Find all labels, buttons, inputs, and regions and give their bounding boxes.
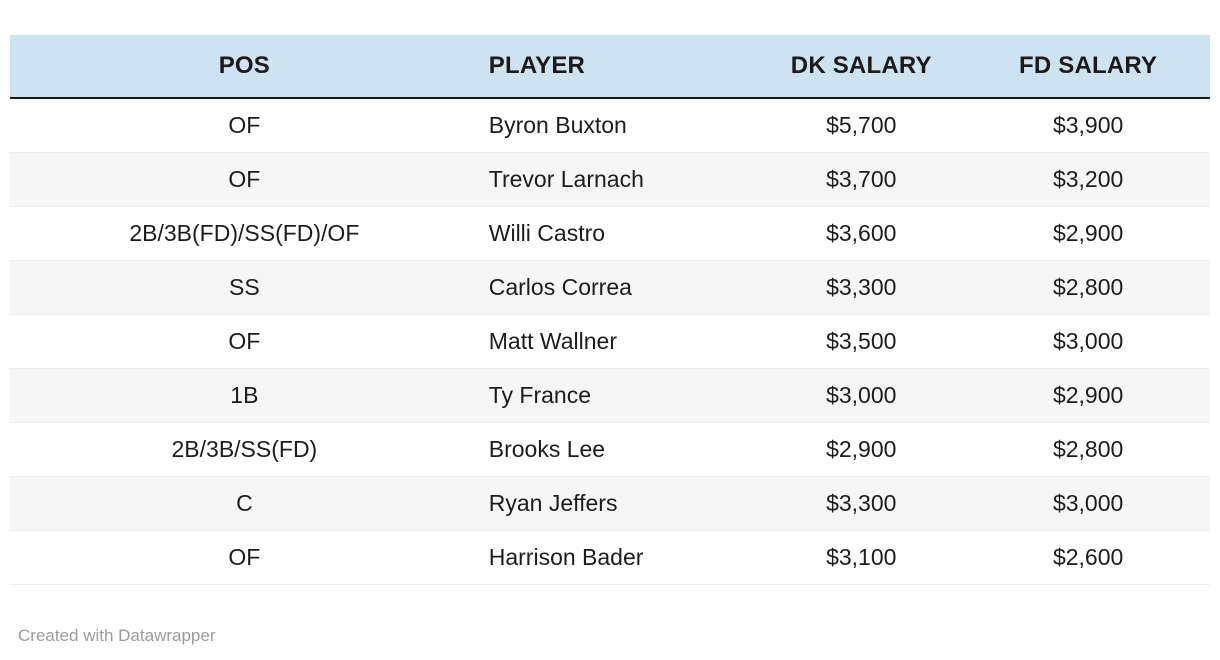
table-row: OF Byron Buxton $5,700 $3,900 (10, 98, 1210, 153)
column-header-player: PLAYER (478, 35, 757, 99)
player-cell: Carlos Correa (478, 260, 757, 315)
pos-cell: C (10, 476, 479, 531)
dk-salary-cell: $3,600 (756, 206, 967, 261)
fd-salary-cell: $3,000 (966, 476, 1210, 531)
dk-salary-cell: $3,300 (756, 476, 967, 531)
dk-salary-cell: $3,500 (756, 314, 967, 369)
table-row: 2B/3B/SS(FD) Brooks Lee $2,900 $2,800 (10, 422, 1210, 477)
column-header-dk-salary: DK SALARY (756, 35, 967, 99)
column-header-fd-salary: FD SALARY (966, 35, 1210, 99)
fd-salary-cell: $2,800 (966, 422, 1210, 477)
table-header-row: POS PLAYER DK SALARY FD SALARY (10, 35, 1210, 99)
table-row: C Ryan Jeffers $3,300 $3,000 (10, 476, 1210, 531)
player-cell: Trevor Larnach (478, 152, 757, 207)
player-salary-table: POS PLAYER DK SALARY FD SALARY OF Byron Buxt… (10, 35, 1210, 585)
player-cell: Ty France (478, 368, 757, 423)
player-cell: Byron Buxton (478, 98, 757, 153)
pos-cell: OF (10, 530, 479, 585)
table-row: OF Trevor Larnach $3,700 $3,200 (10, 152, 1210, 207)
table-row: OF Harrison Bader $3,100 $2,600 (10, 530, 1210, 585)
fd-salary-cell: $3,000 (966, 314, 1210, 369)
dk-salary-cell: $3,300 (756, 260, 967, 315)
fd-salary-cell: $3,200 (966, 152, 1210, 207)
dk-salary-cell: $3,000 (756, 368, 967, 423)
fd-salary-cell: $2,800 (966, 260, 1210, 315)
player-cell: Ryan Jeffers (478, 476, 757, 531)
pos-cell: SS (10, 260, 479, 315)
pos-cell: OF (10, 314, 479, 369)
datawrapper-credit: Created with Datawrapper (18, 626, 216, 645)
column-header-pos: POS (10, 35, 479, 99)
fd-salary-cell: $2,600 (966, 530, 1210, 585)
pos-cell: 1B (10, 368, 479, 423)
player-cell: Brooks Lee (478, 422, 757, 477)
pos-cell: OF (10, 98, 479, 153)
pos-cell: 2B/3B/SS(FD) (10, 422, 479, 477)
table-row: 2B/3B(FD)/SS(FD)/OF Willi Castro $3,600 $2,… (10, 206, 1210, 261)
dk-salary-cell: $3,700 (756, 152, 967, 207)
fd-salary-cell: $2,900 (966, 206, 1210, 261)
pos-cell: 2B/3B(FD)/SS(FD)/OF (10, 206, 479, 261)
table-body: OF Byron Buxton $5,700 $3,900 OF Trevor Larna… (10, 98, 1210, 585)
table-row: OF Matt Wallner $3,500 $3,000 (10, 314, 1210, 369)
dk-salary-cell: $5,700 (756, 98, 967, 153)
table-row: SS Carlos Correa $3,300 $2,800 (10, 260, 1210, 315)
fd-salary-cell: $2,900 (966, 368, 1210, 423)
dk-salary-cell: $2,900 (756, 422, 967, 477)
table-row: 1B Ty France $3,000 $2,900 (10, 368, 1210, 423)
player-cell: Matt Wallner (478, 314, 757, 369)
player-cell: Harrison Bader (478, 530, 757, 585)
fd-salary-cell: $3,900 (966, 98, 1210, 153)
salary-table-container: POS PLAYER DK SALARY FD SALARY OF Byron Buxt… (10, 35, 1210, 585)
dk-salary-cell: $3,100 (756, 530, 967, 585)
player-cell: Willi Castro (478, 206, 757, 261)
pos-cell: OF (10, 152, 479, 207)
table-header: POS PLAYER DK SALARY FD SALARY (10, 35, 1210, 99)
